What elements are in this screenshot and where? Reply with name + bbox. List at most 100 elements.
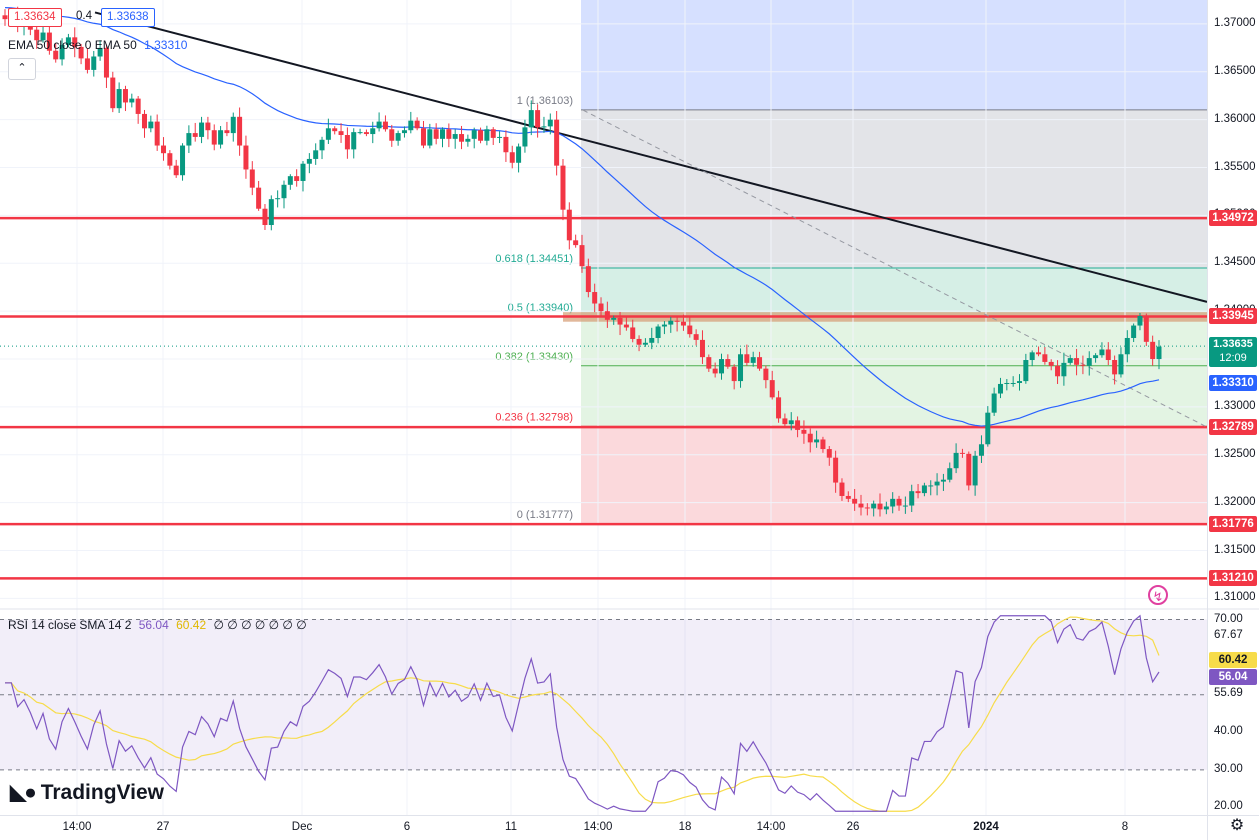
candle-body: [319, 139, 325, 151]
candle-body: [655, 326, 661, 338]
candle-body: [433, 129, 439, 139]
candle-body: [363, 132, 369, 135]
rsi-lower-value: 55.69: [1214, 687, 1243, 699]
candle-body: [902, 505, 908, 507]
candle-body: [478, 130, 484, 141]
rsi-label-text: RSI 14 close SMA 14 2: [8, 618, 132, 632]
time-axis-tick: 14:00: [62, 821, 92, 833]
candle-body: [1029, 352, 1035, 361]
candle-body: [395, 133, 401, 141]
rsi-axis-tick: 20.00: [1214, 800, 1243, 813]
candle-body: [1004, 382, 1010, 384]
candle-body: [1137, 315, 1143, 326]
candle-body: [256, 187, 262, 209]
candle-body: [325, 128, 331, 140]
candle-body: [972, 455, 978, 486]
candle-body: [668, 320, 674, 325]
fib-zones: 1 (1.36103) 0.618 (1.34451) 0.5 (1.33940) 0…: [495, 0, 1207, 525]
candle-body: [687, 325, 693, 335]
candle-body: [218, 130, 224, 145]
candle-body: [338, 131, 344, 136]
candle-body: [243, 145, 249, 170]
candle-body: [1112, 360, 1118, 375]
settings-gear-icon[interactable]: ⚙: [1229, 817, 1245, 834]
candle-body: [579, 245, 585, 267]
buy-price-box[interactable]: 1.33638: [101, 8, 155, 27]
candle-body: [427, 129, 433, 146]
price-axis-tick: 1.33000: [1214, 399, 1256, 412]
candle-body: [446, 129, 452, 139]
bar-countdown: 12:09: [1219, 352, 1247, 365]
time-axis-tick: Dec: [291, 821, 313, 833]
candle-body: [420, 128, 426, 146]
ema-value: 1.33310: [144, 38, 188, 52]
time-axis-tick: 18: [678, 821, 692, 833]
candle-body: [623, 324, 629, 328]
candle-body: [1055, 365, 1061, 377]
candle-body: [1099, 349, 1105, 356]
candle-body: [757, 357, 763, 369]
candle-body: [490, 129, 496, 138]
candle-body: [382, 121, 388, 130]
lightning-icon[interactable]: ↯: [1148, 585, 1168, 605]
candle-body: [674, 320, 680, 322]
candle-body: [148, 121, 154, 129]
candle-body: [1105, 349, 1111, 361]
candle-body: [959, 452, 965, 454]
candle-body: [199, 122, 205, 137]
candle-body: [934, 481, 940, 486]
collapse-chevron-icon[interactable]: ⌃: [8, 58, 36, 80]
candle-body: [452, 134, 458, 139]
candle-body: [883, 506, 889, 510]
time-axis-tick: 11: [505, 821, 517, 833]
candle-body: [1156, 346, 1162, 360]
candle-body: [471, 130, 477, 139]
sell-price-box[interactable]: 1.33634: [8, 8, 62, 27]
candle-body: [1010, 382, 1016, 384]
time-axis-tick: 2024: [973, 821, 999, 833]
candle-body: [211, 130, 217, 145]
candle-body: [59, 45, 65, 60]
tradingview-logo[interactable]: ◣● TradingView: [10, 780, 164, 805]
candle-body: [224, 130, 230, 134]
time-axis-tick: 14:00: [583, 821, 613, 833]
candle-body: [630, 327, 636, 339]
candle-body: [2, 15, 8, 20]
fib-label: 0.236 (1.32798): [495, 411, 573, 423]
candle-body: [1042, 354, 1048, 362]
candle-body: [826, 449, 832, 458]
fib-zone-red: [581, 426, 1207, 525]
price-badge-level: 1.34972: [1209, 210, 1257, 227]
candle-body: [598, 303, 604, 312]
candle-body: [839, 482, 845, 496]
candle-body: [306, 158, 312, 164]
candle-body: [864, 507, 870, 509]
candle-body: [535, 110, 541, 128]
candle-body: [65, 37, 71, 46]
candle-body: [782, 418, 788, 425]
candle-body: [858, 503, 864, 508]
time-axis-tick: 27: [156, 821, 170, 833]
rsi-indicator-label[interactable]: RSI 14 close SMA 14 2 56.04 60.42 ∅ ∅ ∅ …: [8, 618, 307, 632]
downtrend-line: [94, 11, 1208, 303]
candle-body: [173, 165, 179, 176]
candle-body: [585, 266, 591, 293]
ema-indicator-label[interactable]: EMA 50 close 0 EMA 50 1.33310: [8, 38, 187, 52]
candle-body: [1023, 360, 1029, 382]
rsi-axis-tick: 30.00: [1214, 762, 1243, 775]
candle-body: [833, 457, 839, 483]
candle-body: [877, 503, 883, 510]
candle-body: [141, 113, 147, 129]
candle-body: [820, 439, 826, 450]
tv-logo-icon: ◣●: [10, 781, 37, 804]
price-axis-tick: 1.35500: [1214, 160, 1256, 173]
time-axis-tick: 6: [403, 821, 411, 833]
candle-body: [122, 89, 128, 103]
candle-body: [649, 337, 655, 343]
candle-body: [1036, 352, 1042, 355]
candle-body: [940, 479, 946, 482]
ema-price-badge: 1.33310: [1209, 375, 1257, 392]
rsi-value-badge: 56.04: [1209, 669, 1257, 685]
price-axis-tick: 1.34500: [1214, 256, 1256, 269]
